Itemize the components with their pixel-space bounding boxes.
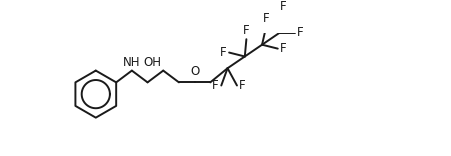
Text: NH: NH <box>123 56 140 69</box>
Text: F: F <box>239 79 245 92</box>
Text: F: F <box>220 46 226 59</box>
Text: F: F <box>212 79 218 92</box>
Text: F: F <box>280 42 286 55</box>
Text: F: F <box>243 24 249 37</box>
Text: F: F <box>262 12 269 25</box>
Text: O: O <box>189 65 199 78</box>
Text: OH: OH <box>143 56 161 69</box>
Text: F: F <box>297 27 304 39</box>
Text: F: F <box>279 0 286 13</box>
